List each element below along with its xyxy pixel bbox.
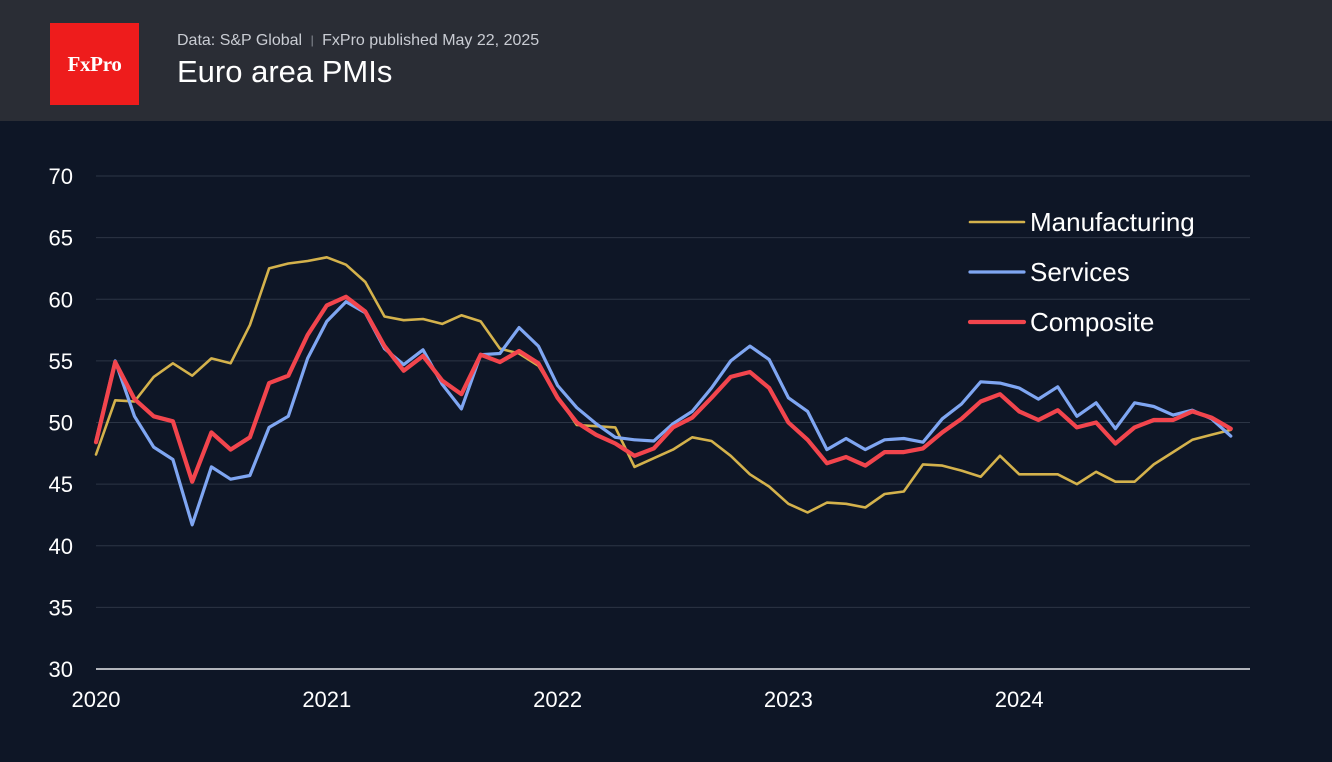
data-source: Data: S&P Global (177, 32, 303, 49)
series-line-composite (93, 294, 1233, 484)
y-tick-label: 50 (49, 411, 73, 436)
y-axis-ticks: 30 35 40 45 50 55 60 65 70 (49, 164, 73, 682)
separator: | (310, 33, 314, 47)
x-tick-label: 2024 (995, 687, 1044, 712)
legend-label-manufacturing: Manufacturing (1030, 207, 1195, 237)
legend-label-composite: Composite (1030, 307, 1154, 337)
x-tick-label: 2021 (302, 687, 351, 712)
published-date: FxPro published May 22, 2025 (322, 32, 540, 49)
header-bar: FxPro Data: S&P Global | FxPro published… (0, 0, 1332, 121)
y-tick-label: 45 (49, 472, 73, 497)
source-line: Data: S&P Global | FxPro published May 2… (177, 32, 539, 50)
page-title: Euro area PMIs (177, 54, 393, 89)
legend: Manufacturing Services Composite (967, 207, 1195, 337)
x-tick-label: 2020 (72, 687, 121, 712)
x-axis-ticks: 2020 2021 2022 2023 2024 (72, 687, 1044, 712)
x-tick-label: 2022 (533, 687, 582, 712)
y-tick-label: 70 (49, 164, 73, 189)
y-tick-label: 30 (49, 657, 73, 682)
y-tick-label: 55 (49, 349, 73, 374)
y-tick-label: 40 (49, 534, 73, 559)
y-tick-label: 65 (49, 226, 73, 251)
grid-lines (96, 175, 1250, 670)
y-tick-label: 35 (49, 595, 73, 620)
logo-text: FxPro (67, 51, 122, 76)
y-tick-label: 60 (49, 287, 73, 312)
series-lines (93, 256, 1233, 527)
fxpro-logo: FxPro (50, 23, 139, 105)
series-line-services (94, 300, 1233, 527)
series-line-manufacturing (94, 256, 1233, 514)
x-tick-label: 2023 (764, 687, 813, 712)
legend-label-services: Services (1030, 257, 1130, 287)
